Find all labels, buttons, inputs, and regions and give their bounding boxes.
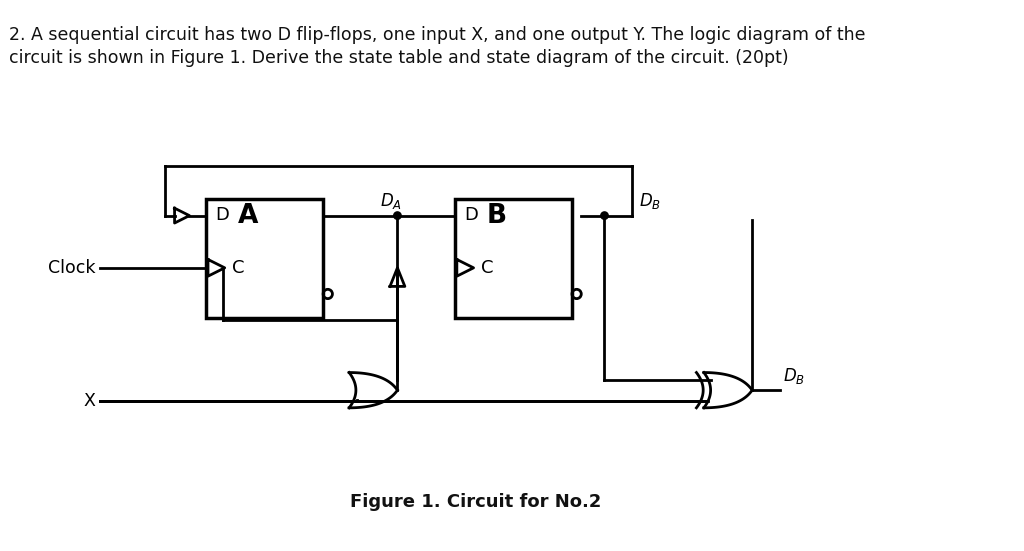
Text: A: A [238,203,258,229]
Circle shape [601,212,608,219]
Bar [455,199,572,318]
Circle shape [393,212,401,219]
Text: Figure 1. Circuit for No.2: Figure 1. Circuit for No.2 [350,493,601,511]
Text: Clock: Clock [48,259,95,277]
Text: D: D [464,206,478,224]
Text: D: D [215,206,229,224]
Text: $D_A$: $D_A$ [380,191,401,211]
Text: 2. A sequential circuit has two D flip-flops, one input X, and one output Y. The: 2. A sequential circuit has two D flip-f… [9,26,865,44]
Text: C: C [232,259,245,277]
Text: C: C [481,259,494,277]
Text: $D_B$: $D_B$ [782,365,805,386]
Text: circuit is shown in Figure 1. Derive the state table and state diagram of the ci: circuit is shown in Figure 1. Derive the… [9,50,788,67]
Text: B: B [486,203,507,229]
Text: $D_B$: $D_B$ [639,191,660,211]
Text: X: X [84,392,95,410]
Bar [206,199,324,318]
